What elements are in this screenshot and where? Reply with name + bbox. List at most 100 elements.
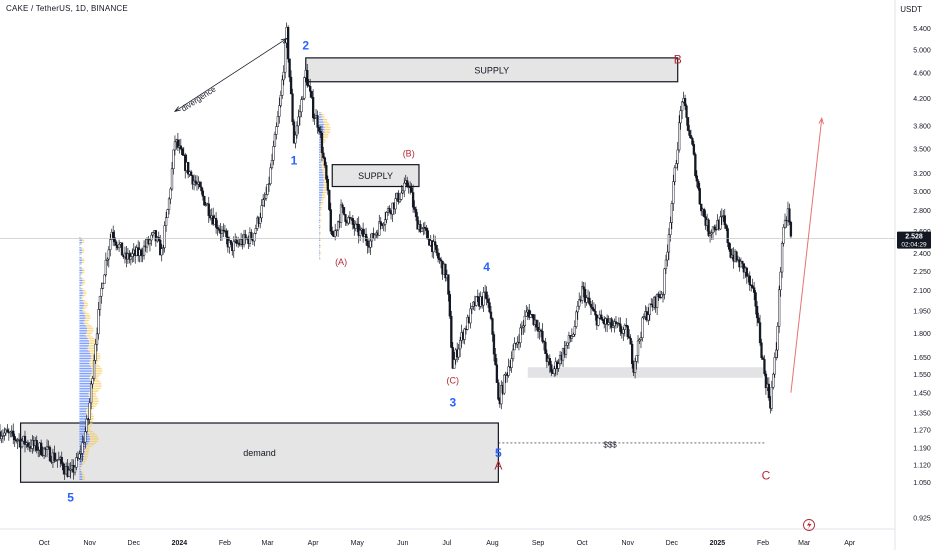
candle-down <box>583 288 587 303</box>
candle-down <box>707 219 710 236</box>
candle-up <box>88 402 91 420</box>
candle-down <box>486 298 490 303</box>
x-tick-label: Nov <box>83 540 96 547</box>
candle-down <box>317 127 321 132</box>
y-tick-label: 1.350 <box>913 411 931 418</box>
candle-up <box>511 349 515 360</box>
wave-label: 3 <box>449 395 456 409</box>
candle-up <box>339 204 343 223</box>
candle-up <box>663 268 666 295</box>
candle-down <box>539 329 543 332</box>
candle-up <box>260 205 263 219</box>
y-tick-label: 4.200 <box>913 96 931 103</box>
y-tick-label: 3.500 <box>913 146 931 153</box>
candle-up <box>570 336 574 339</box>
annotation-text: $$$ <box>603 441 617 450</box>
candle-down <box>630 343 634 364</box>
x-tick-label: Jun <box>397 540 408 547</box>
candle-down <box>328 190 331 210</box>
candle-up <box>676 149 679 164</box>
candle-down <box>207 203 210 216</box>
candle-up <box>776 326 779 351</box>
candle-down <box>361 228 365 237</box>
candle-up <box>778 289 781 327</box>
candle-down <box>6 429 9 433</box>
candle-down <box>753 287 756 293</box>
price-badge-value: 2.528 <box>905 234 923 241</box>
candle-down <box>694 154 697 177</box>
candle-up <box>150 234 153 241</box>
candle-down <box>426 230 429 240</box>
candle-down <box>425 227 428 231</box>
x-tick-label: Dec <box>666 540 679 547</box>
candle-down <box>536 326 540 332</box>
candle-up <box>69 468 72 471</box>
candle-up <box>81 442 84 454</box>
candle-up <box>160 248 163 256</box>
candle-down <box>755 306 759 319</box>
candle-down <box>657 293 660 298</box>
x-tick-label: Mar <box>262 540 275 547</box>
candle-down <box>625 324 628 327</box>
candle-up <box>739 261 743 268</box>
candle-down <box>788 208 791 223</box>
candle-down <box>35 440 38 451</box>
candle-down <box>414 209 418 217</box>
candle-down <box>528 309 531 318</box>
chart-title: CAKE / TetherUS, 1D, BINANCE <box>6 4 128 13</box>
candle-down <box>331 230 334 236</box>
candle-down <box>289 76 293 95</box>
candle-up <box>359 230 362 236</box>
candle-down <box>0 431 2 439</box>
candle-up <box>42 447 46 456</box>
candle-up <box>85 418 88 432</box>
candle-down <box>307 85 310 87</box>
candle-down <box>594 310 597 316</box>
candle-down <box>217 228 221 231</box>
candle-down <box>320 132 324 154</box>
y-tick-label: 5.000 <box>913 47 931 54</box>
candle-down <box>592 308 596 312</box>
candle-down <box>60 457 63 464</box>
candle-down <box>409 186 412 188</box>
candle-up <box>661 293 665 296</box>
candle-down <box>348 217 352 219</box>
candle-up <box>772 373 775 388</box>
candle-down <box>191 175 194 185</box>
zone-label: demand <box>243 448 276 458</box>
candle-up <box>597 317 600 326</box>
x-tick-label: Mar <box>798 540 811 547</box>
candle-up <box>45 446 49 450</box>
y-tick-label: 1.050 <box>913 480 931 487</box>
wave-label: 1 <box>291 154 298 168</box>
candle-up <box>284 42 287 73</box>
candle-down <box>760 342 763 358</box>
candle-up <box>519 327 522 343</box>
candle-up <box>91 378 94 385</box>
candle-up <box>263 198 266 200</box>
candle-up <box>141 254 144 257</box>
candle-up <box>525 311 528 317</box>
candle-up <box>220 229 224 234</box>
candle-up <box>300 99 303 113</box>
candle-up <box>279 95 282 106</box>
candle-up <box>503 374 506 394</box>
candle-up <box>664 259 668 270</box>
candle-up <box>276 116 279 127</box>
candle-down <box>112 231 115 238</box>
candle-up <box>129 256 132 260</box>
candle-up <box>670 203 673 223</box>
zones: demand SUPPLY SUPPLY <box>19 57 763 483</box>
candle-up <box>780 243 784 273</box>
projection-line <box>790 118 823 393</box>
candle-up <box>500 384 503 405</box>
candle-up <box>578 299 581 307</box>
candle-down <box>495 364 499 383</box>
candle-down <box>689 135 693 139</box>
candle-down <box>763 359 766 375</box>
candle-down <box>411 192 415 208</box>
candle-up <box>469 308 472 324</box>
candle-up <box>622 329 625 334</box>
candle-up <box>636 340 640 356</box>
